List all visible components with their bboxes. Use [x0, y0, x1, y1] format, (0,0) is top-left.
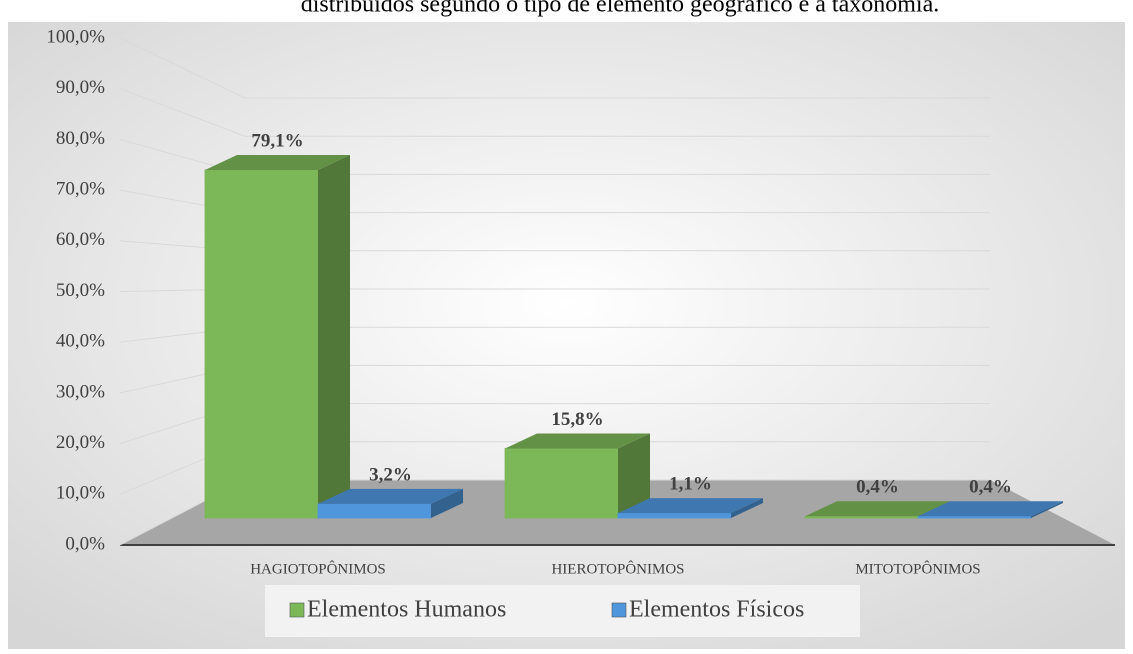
bar-front — [504, 447, 619, 519]
y-tick-label: 100,0% — [46, 26, 105, 47]
bar-side — [1031, 501, 1063, 518]
y-tick-label: 70,0% — [56, 178, 105, 199]
y-tick-label: 40,0% — [56, 331, 105, 352]
bar-top — [618, 498, 763, 514]
bar-top — [318, 488, 463, 504]
bars — [204, 154, 1063, 519]
legend-swatch — [289, 602, 305, 618]
bar-front — [204, 169, 319, 519]
y-tick-label: 10,0% — [56, 483, 105, 504]
value-label: 3,2% — [369, 464, 412, 485]
x-tick-label: HAGIOTOPÔNIMOS — [250, 560, 386, 577]
legend-box — [265, 585, 860, 637]
bar-side — [431, 488, 463, 518]
y-tick-label: 90,0% — [56, 77, 105, 98]
bar-top — [918, 501, 1063, 517]
grid-line — [119, 37, 990, 99]
y-tick-label: 20,0% — [56, 432, 105, 453]
value-label: 1,1% — [669, 474, 712, 495]
bar-front — [804, 515, 919, 519]
bar-top — [205, 154, 350, 170]
legend-swatch — [611, 602, 627, 618]
grid-line — [119, 88, 990, 137]
value-label: 0,4% — [969, 477, 1012, 498]
x-tick-label: HIEROTOPÔNIMOS — [551, 560, 684, 577]
x-tick-label: MITOTOPÔNIMOS — [855, 560, 980, 577]
value-label: 15,8% — [551, 409, 603, 430]
bar-side — [618, 433, 650, 518]
y-tick-label: 60,0% — [56, 229, 105, 250]
y-tick-label: 50,0% — [56, 280, 105, 301]
bar-top — [505, 433, 650, 449]
bar-front — [317, 503, 432, 519]
bar-top — [805, 501, 950, 517]
legend-label: Elementos Humanos — [307, 597, 506, 623]
bar-front — [917, 515, 1032, 519]
y-tick-label: 0,0% — [65, 533, 105, 554]
value-label: 79,1% — [251, 130, 303, 151]
bar-front — [617, 512, 732, 519]
y-tick-label: 30,0% — [56, 381, 105, 402]
chart-title: distribuídos segundo o tipo de elemento … — [301, 0, 940, 18]
bar-side — [731, 498, 763, 518]
legend-label: Elementos Físicos — [629, 597, 804, 623]
bar-side — [318, 154, 350, 518]
value-label: 0,4% — [856, 477, 899, 498]
y-tick-label: 80,0% — [56, 128, 105, 149]
